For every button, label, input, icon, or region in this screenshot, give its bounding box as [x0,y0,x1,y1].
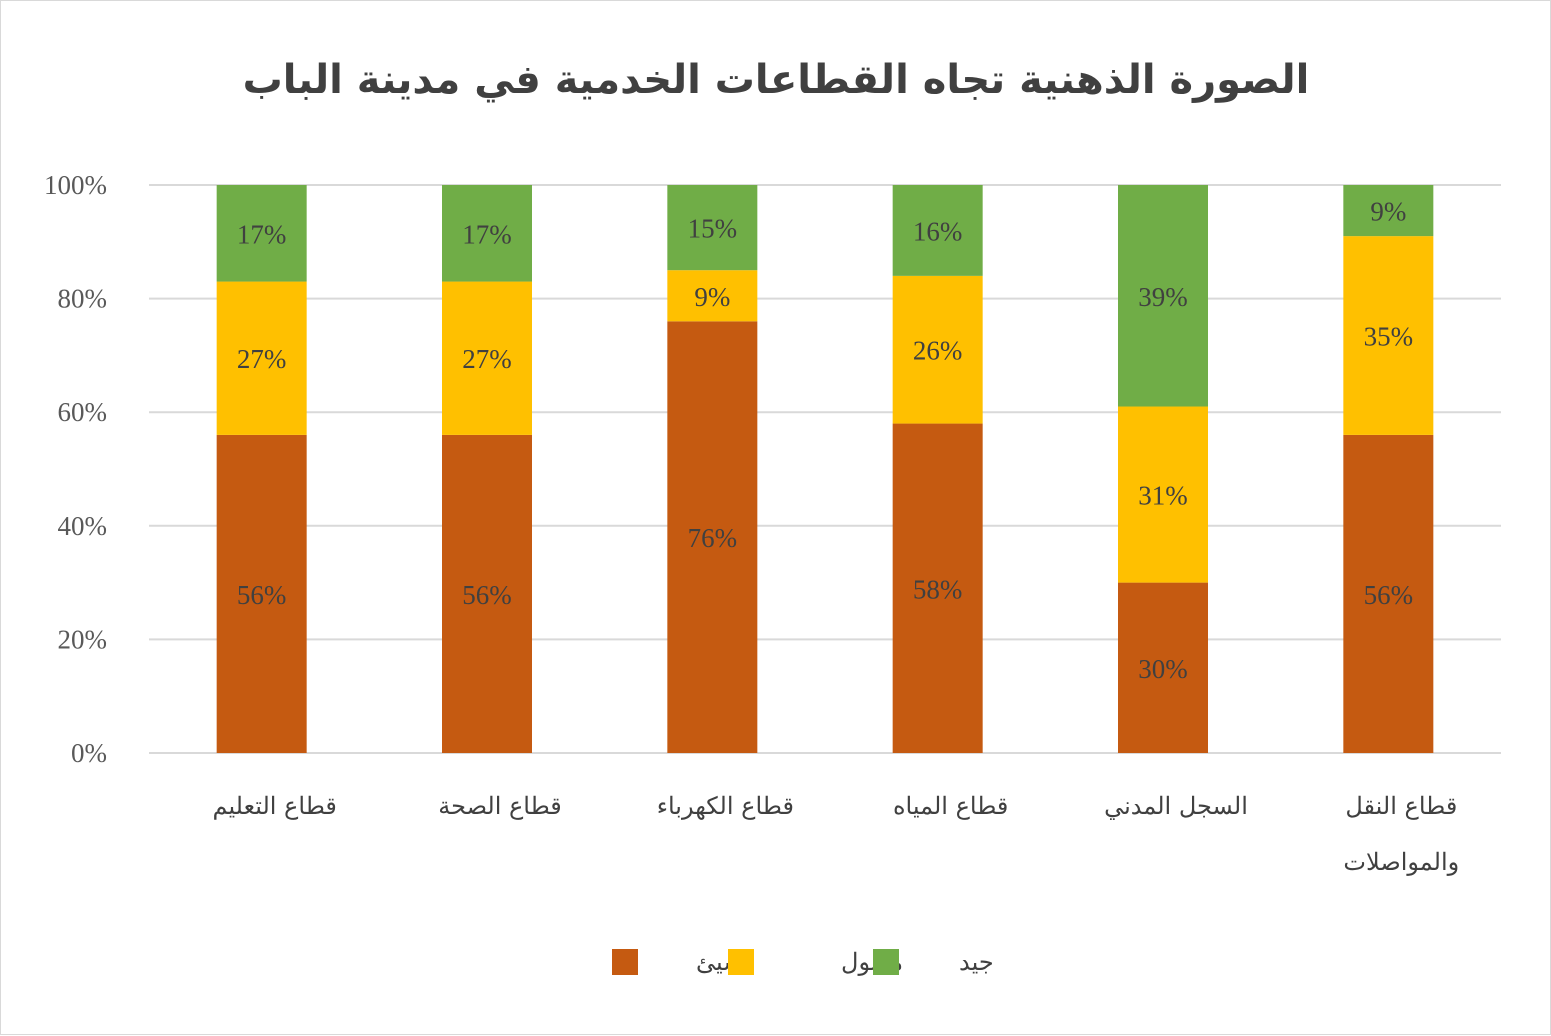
data-label: 27% [462,344,512,374]
x-category-label: قطاع المياه [893,792,1008,820]
x-category-label: قطاع التعليم [212,792,336,820]
x-category-label: قطاع الكهرباء [657,792,794,820]
data-label: 35% [1364,322,1414,352]
bar-segment [1343,236,1434,435]
bar-segment [1118,185,1208,407]
bar-segment [667,270,758,322]
data-label: 56% [1364,580,1414,610]
bar-segment [442,281,532,435]
y-axis-ticks: 0% 20% 40% 60% 80% 100% [44,170,107,768]
bar-segment [216,434,307,753]
data-label: 76% [688,523,738,553]
x-category-label: قطاع النقل [1345,792,1457,820]
data-label: 27% [237,344,287,374]
bar-segment [442,434,532,753]
legend-swatch [612,949,638,975]
y-tick-label: 20% [58,624,108,654]
data-label: 9% [1370,197,1406,227]
legend-label: جيد [959,948,994,976]
x-category-label: السجل المدني [1104,792,1248,820]
y-tick-label: 60% [58,397,108,427]
bar-segment [1343,434,1434,753]
data-label: 15% [688,214,738,244]
bar-segment [667,321,758,753]
gridlines [149,184,1501,754]
x-axis-categories: قطاع التعليم قطاع الصحة قطاع الكهرباء قطاع … [212,792,1459,876]
bar-segment [442,185,532,282]
bar-segment [892,423,983,753]
legend-swatch [873,949,899,975]
y-tick-label: 40% [58,511,108,541]
bar-segment [216,185,307,282]
y-tick-label: 80% [58,284,108,314]
bar-segment [1118,582,1208,753]
bar-segment [667,185,758,271]
chart-title: الصورة الذهنية تجاه القطاعات الخدمية في … [243,57,1310,103]
bars [216,185,1434,753]
data-label: 56% [237,580,287,610]
bar-segment [216,281,307,435]
y-tick-label: 0% [71,738,107,768]
data-label: 58% [913,574,963,604]
data-label: 16% [913,216,963,246]
data-label: 17% [462,219,512,249]
bar-segment [1118,406,1208,583]
legend: سيئ مقبول جيد [612,948,994,976]
x-category-label: قطاع الصحة [438,792,562,820]
legend-swatch [728,949,754,975]
data-label: 39% [1138,282,1188,312]
bar-segment [892,185,983,276]
bar-segment [892,275,983,424]
x-category-label: والمواصلات [1343,848,1459,876]
y-tick-label: 100% [44,170,107,200]
bar-segment [1343,185,1434,237]
data-label: 17% [237,219,287,249]
data-label: 56% [462,580,512,610]
data-label: 31% [1138,481,1188,511]
data-labels: 56% 27% 17% 56% 27% 17% 76% 9% 15% 58% 26% 16% 30% 31… [237,197,1413,684]
data-label: 26% [913,336,963,366]
data-label: 30% [1138,654,1188,684]
data-label: 9% [694,282,730,312]
